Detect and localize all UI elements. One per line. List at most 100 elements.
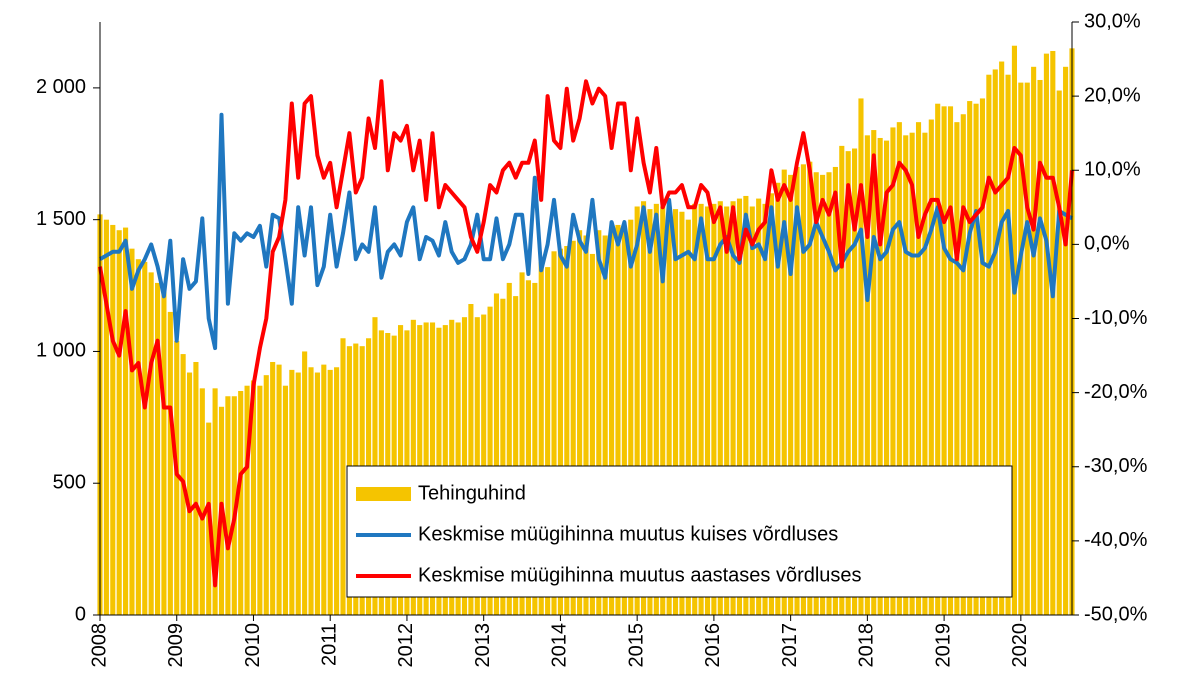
bar xyxy=(583,235,589,616)
bar xyxy=(986,74,992,615)
bar xyxy=(302,351,308,615)
bar xyxy=(826,172,832,615)
bar xyxy=(717,201,723,615)
bar xyxy=(314,372,320,615)
y2-tick-label: 20,0% xyxy=(1084,84,1141,106)
bar xyxy=(519,272,525,615)
bar xyxy=(589,253,595,615)
bar xyxy=(704,206,711,615)
bar xyxy=(135,259,141,615)
bar xyxy=(289,369,295,615)
bar xyxy=(832,166,838,615)
line-series xyxy=(98,112,1074,351)
bar xyxy=(864,135,870,615)
bar xyxy=(666,206,672,615)
bar xyxy=(743,195,749,616)
bar xyxy=(1024,82,1030,615)
y2-tick-label: -30,0% xyxy=(1084,455,1148,477)
bar xyxy=(161,285,167,615)
bar xyxy=(596,230,602,615)
bar xyxy=(909,132,915,615)
x-tick-label: 2012 xyxy=(395,623,417,668)
bar xyxy=(487,306,493,615)
y-tick-label: 1 000 xyxy=(36,340,86,362)
bar xyxy=(263,375,269,615)
bar xyxy=(225,396,231,615)
bar xyxy=(685,219,691,615)
bar xyxy=(979,98,986,616)
bar xyxy=(890,127,896,615)
bar xyxy=(883,140,890,615)
bar xyxy=(238,390,244,615)
bar xyxy=(775,182,781,615)
bar xyxy=(954,122,960,615)
x-tick-label: 2011 xyxy=(318,623,340,666)
bar xyxy=(174,340,180,615)
bar xyxy=(915,122,922,615)
x-tick-label: 2018 xyxy=(856,623,878,668)
bar xyxy=(698,203,704,615)
bar xyxy=(148,272,154,615)
bar xyxy=(999,61,1005,616)
bar xyxy=(276,364,282,615)
bar xyxy=(481,314,487,615)
x-tick-label: 2010 xyxy=(242,623,264,668)
legend-label: Keskmise müügihinna muutus aastases võrd… xyxy=(418,564,862,586)
x-tick-label: 2020 xyxy=(1009,623,1031,668)
bar xyxy=(340,338,346,615)
bar xyxy=(628,219,634,615)
bar xyxy=(1005,74,1011,615)
bar xyxy=(973,103,979,616)
bar xyxy=(960,114,966,615)
bar xyxy=(871,130,877,615)
bar xyxy=(308,367,314,615)
y-tick-label: 1 500 xyxy=(36,208,86,230)
bar xyxy=(858,98,864,616)
bar xyxy=(692,203,698,615)
bar xyxy=(334,367,340,615)
bar xyxy=(615,224,621,615)
bar xyxy=(794,166,800,615)
bar xyxy=(1063,66,1069,615)
legend-box xyxy=(346,465,1013,598)
bar xyxy=(257,385,263,615)
x-tick-label: 2013 xyxy=(472,623,494,668)
x-tick-label: 2019 xyxy=(932,623,954,668)
bar xyxy=(634,206,640,615)
bar xyxy=(110,224,116,615)
bar xyxy=(992,69,998,615)
bar xyxy=(500,298,506,615)
bar xyxy=(653,203,659,615)
bar xyxy=(1011,45,1018,616)
bar xyxy=(947,106,954,616)
bar xyxy=(730,201,736,615)
x-tick-label: 2009 xyxy=(165,623,187,668)
bar xyxy=(679,211,685,615)
bar xyxy=(807,161,813,615)
legend-label: Tehinguhind xyxy=(418,482,526,504)
bar xyxy=(724,206,730,615)
bar xyxy=(820,174,826,615)
bar xyxy=(711,203,717,615)
bar xyxy=(609,230,615,615)
y2-tick-label: 0,0% xyxy=(1084,233,1130,255)
bar xyxy=(142,261,148,615)
bar xyxy=(557,248,563,615)
y2-tick-label: -10,0% xyxy=(1084,307,1148,329)
bar xyxy=(564,246,570,615)
bar xyxy=(532,282,538,615)
bar xyxy=(525,280,532,615)
bar xyxy=(1037,79,1043,615)
bar xyxy=(922,132,928,615)
bar xyxy=(1043,53,1049,616)
legend-label: Keskmise müügihinna muutus kuises võrdlu… xyxy=(418,523,838,545)
x-tick-label: 2008 xyxy=(88,623,110,668)
line-series xyxy=(98,79,1074,588)
bar xyxy=(928,119,934,615)
bar xyxy=(577,230,583,615)
bar xyxy=(736,198,743,616)
bar xyxy=(1056,90,1062,616)
bar xyxy=(199,388,205,615)
bar xyxy=(186,372,193,615)
